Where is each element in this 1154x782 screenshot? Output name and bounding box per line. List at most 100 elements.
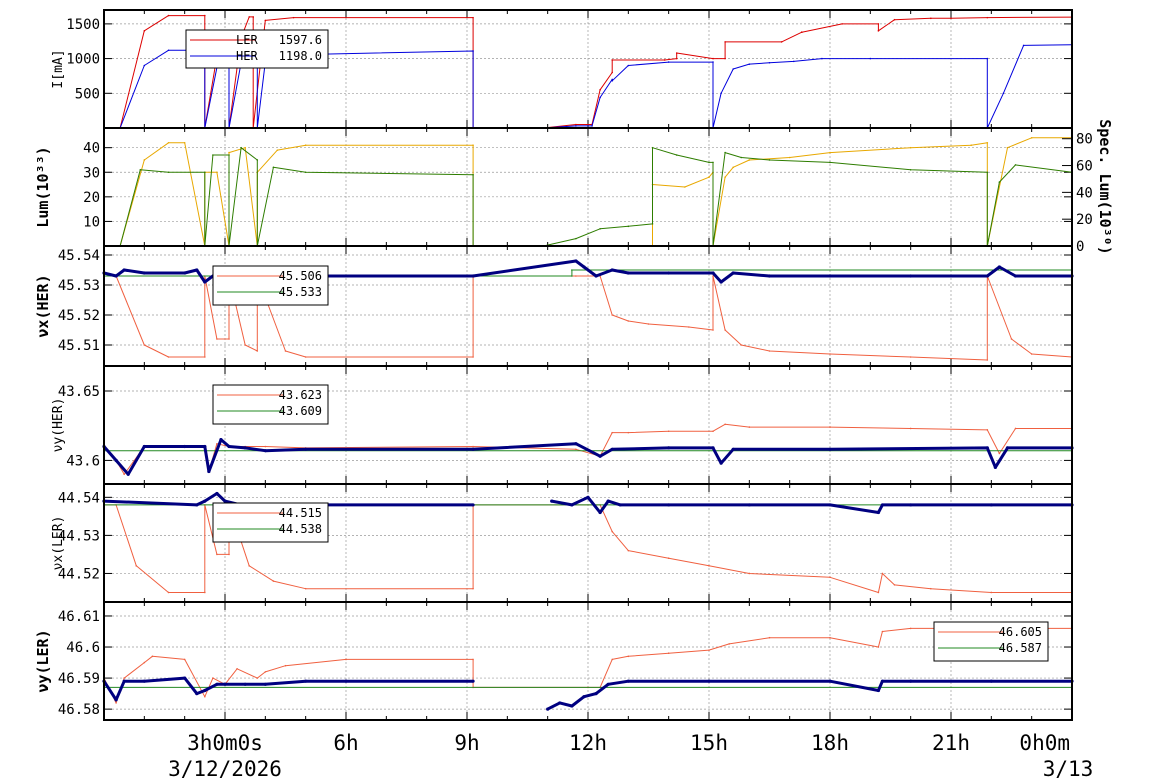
y-tick-label: 40: [83, 141, 100, 157]
data-point: [126, 472, 130, 476]
data-point: [893, 584, 896, 586]
data-point: [719, 280, 723, 284]
data-point: [970, 144, 972, 147]
data-point: [143, 661, 146, 664]
data-point: [880, 503, 885, 507]
data-point: [304, 447, 308, 451]
data-point: [575, 125, 577, 127]
y-tick-label: 45.52: [58, 308, 100, 324]
data-point: [243, 446, 247, 450]
y-tick-label: 46.59: [58, 671, 100, 687]
data-point: [1014, 427, 1017, 430]
data-point: [292, 16, 295, 19]
data-point: [216, 442, 218, 445]
data-point: [263, 449, 267, 453]
data-point: [611, 80, 613, 82]
data-point: [828, 503, 832, 507]
data-point: [183, 271, 187, 275]
data-point: [986, 359, 989, 361]
data-point: [1030, 137, 1033, 139]
data-point: [115, 702, 117, 704]
data-point: [611, 530, 613, 533]
legend-value: 46.605: [999, 625, 1042, 639]
data-point: [829, 576, 831, 579]
series-line-nuy_ler-2: [102, 676, 474, 702]
data-point: [877, 646, 880, 648]
data-point: [123, 473, 125, 476]
data-point: [986, 429, 989, 431]
data-point: [731, 271, 735, 275]
data-point: [675, 52, 678, 54]
data-point: [472, 356, 474, 358]
data-point: [122, 268, 126, 272]
data-point: [909, 679, 913, 683]
y-tick-label: 46.61: [58, 609, 100, 625]
data-point: [748, 426, 751, 428]
data-point: [472, 50, 474, 52]
data-point: [821, 57, 823, 60]
x-tick-label: 3h0m0s: [187, 731, 263, 755]
y-tick-label: 500: [75, 86, 100, 102]
series-line-nux_ler-3: [551, 495, 1072, 514]
data-point: [236, 667, 238, 670]
data-point: [829, 636, 831, 639]
legend-name: LER: [236, 33, 258, 47]
data-point: [626, 679, 630, 683]
legend-current: LER 1597.6 HER 1198.0: [185, 29, 329, 69]
data-point: [611, 59, 613, 61]
y2-axis-label: Spec. Lum(10³⁰): [1096, 119, 1114, 254]
data-point: [284, 664, 287, 667]
data-point: [143, 159, 146, 161]
data-point: [997, 265, 1002, 269]
data-point: [651, 223, 654, 225]
x-date-left: 3/12/2026: [168, 757, 282, 781]
data-point: [114, 698, 118, 702]
data-point: [909, 627, 912, 630]
data-point: [930, 587, 932, 590]
data-point: [594, 274, 598, 278]
data-point: [248, 565, 250, 567]
data-point: [876, 688, 881, 693]
panel-nux_ler: 44.52 44.53 44.54 νx(LER) 44.515 44.538: [51, 483, 1074, 603]
data-point: [304, 144, 307, 147]
data-point: [1030, 353, 1033, 355]
data-point: [732, 68, 734, 70]
data-point: [143, 344, 146, 346]
y-tick-label: 44.52: [58, 566, 100, 582]
data-point: [667, 446, 671, 450]
y-axis-label: νy(LER): [34, 629, 52, 692]
series-line-nuy_ler-3: [547, 679, 1072, 711]
data-point: [828, 679, 832, 683]
data-point: [151, 655, 154, 658]
data-point: [767, 274, 772, 278]
data-point: [599, 89, 601, 91]
data-point: [627, 320, 630, 322]
data-point: [223, 682, 227, 686]
y-tick-label: 45.53: [58, 278, 100, 294]
data-point: [183, 658, 186, 661]
data-point: [1005, 446, 1010, 450]
legend-box: [212, 265, 329, 306]
data-point: [909, 146, 912, 149]
data-point: [471, 447, 475, 451]
data-point: [986, 171, 989, 174]
data-point: [594, 692, 598, 696]
data-point: [728, 643, 730, 645]
data-point: [558, 701, 562, 705]
data-point: [985, 274, 989, 278]
data-point: [610, 268, 614, 272]
data-point: [228, 553, 230, 556]
data-point: [582, 695, 586, 699]
data-point: [203, 444, 207, 449]
data-point: [304, 587, 307, 590]
data-point: [183, 444, 187, 449]
y-tick-label: 1000: [66, 52, 100, 68]
data-point: [143, 64, 146, 67]
data-point: [909, 503, 913, 507]
data-point: [724, 151, 726, 154]
data-point: [611, 658, 613, 661]
legend-box: [933, 621, 1049, 662]
data-point: [204, 171, 206, 174]
data-point: [212, 677, 214, 679]
data-point: [993, 465, 997, 469]
